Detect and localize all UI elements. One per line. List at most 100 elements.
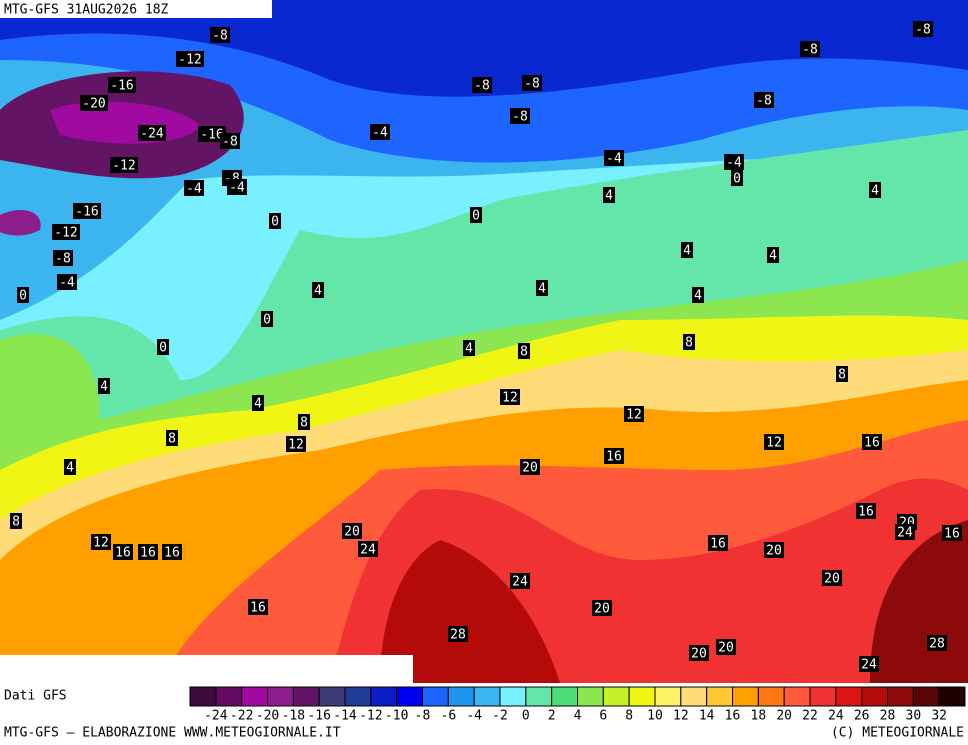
map-title: MTG-GFS 31AUG2026 18Z xyxy=(4,3,169,18)
colorbar-swatch xyxy=(370,686,398,707)
contour-label: 24 xyxy=(360,543,376,558)
contour-label-box xyxy=(500,389,520,405)
source: Dati GFS xyxy=(4,689,67,704)
contour-label: -20 xyxy=(82,97,105,112)
contour-label: 24 xyxy=(897,526,913,541)
contour-label-box xyxy=(220,133,240,149)
contour-label-box xyxy=(604,448,624,464)
colorbar-tick-label: 20 xyxy=(776,709,792,724)
contour-label: -16 xyxy=(200,128,223,143)
colorbar-swatch xyxy=(706,686,734,707)
colorbar-swatch xyxy=(473,686,501,707)
colorbar-tick-label: -2 xyxy=(492,709,508,724)
colorbar-tick-label: 32 xyxy=(931,709,947,724)
contour-label-box xyxy=(520,459,540,475)
colorbar-tick-label: -12 xyxy=(359,709,382,724)
colorbar-swatch xyxy=(680,686,708,707)
contour-label: -12 xyxy=(54,226,77,241)
contour-label-box xyxy=(510,108,530,124)
contour-label-box xyxy=(689,645,709,661)
field xyxy=(380,540,560,683)
contour-label-box xyxy=(624,406,644,422)
footer-left: MTG-GFS — ELABORAZIONE WWW.METEOGIORNALE… xyxy=(4,726,341,741)
contour-label-box xyxy=(800,41,820,57)
contour-label-box xyxy=(17,287,29,303)
contour-label: 12 xyxy=(766,436,782,451)
colorbar-tick-label: 4 xyxy=(574,709,582,724)
contour-label-box xyxy=(604,150,624,166)
contour-label: 4 xyxy=(465,342,473,357)
contour-label-box xyxy=(286,436,306,452)
contour-label-box xyxy=(162,544,182,560)
contour-label: 16 xyxy=(115,546,131,561)
contour-label-box xyxy=(64,459,76,475)
contour-label-box xyxy=(342,523,362,539)
colorbar-tick-label: 0 xyxy=(522,709,530,724)
contour-label-box xyxy=(166,430,178,446)
contour-label: -12 xyxy=(112,159,135,174)
contour-label: 16 xyxy=(944,527,960,542)
colorbar-tick-label: 30 xyxy=(906,709,922,724)
contour-label: -8 xyxy=(802,43,818,58)
contour-label: 4 xyxy=(538,282,546,297)
contour-label-box xyxy=(716,639,736,655)
contour-label-box xyxy=(91,534,111,550)
contour-label-box xyxy=(536,280,548,296)
colorbar-swatch xyxy=(318,686,346,707)
contour-label-box xyxy=(510,573,530,589)
colorbar-swatch xyxy=(292,686,320,707)
contour-label-box xyxy=(358,541,378,557)
contour-label-box xyxy=(856,503,876,519)
contour-label: -8 xyxy=(524,77,540,92)
contour-label-box xyxy=(927,635,947,651)
temperature-fields xyxy=(0,33,968,684)
contour-label: 16 xyxy=(858,505,874,520)
colorbar-swatch xyxy=(654,686,682,707)
contour-label: -24 xyxy=(140,127,164,142)
contour-label: 28 xyxy=(929,637,945,652)
colorbar-swatch xyxy=(912,686,940,707)
contour-label: -8 xyxy=(474,79,490,94)
contour-label: 8 xyxy=(300,416,308,431)
contour-label-box xyxy=(261,311,273,327)
contour-label-box xyxy=(592,600,612,616)
contour-label: 8 xyxy=(685,336,693,351)
contour-label-box xyxy=(603,187,615,203)
contour-label: 12 xyxy=(288,438,304,453)
colorbar-swatch xyxy=(732,686,759,707)
contour-label: 20 xyxy=(691,647,707,662)
colorbar-tick-label: 26 xyxy=(854,709,870,724)
contour-label: 20 xyxy=(824,572,840,587)
contour-label: 16 xyxy=(164,546,180,561)
contour-label: 0 xyxy=(472,209,480,224)
colorbar-tick-label: -4 xyxy=(466,709,482,724)
contour-label: 16 xyxy=(710,537,726,552)
contour-label-box xyxy=(52,224,80,240)
colorbar-swatch xyxy=(525,686,553,707)
contour-label-box xyxy=(138,125,166,141)
contour-label: -4 xyxy=(186,182,202,197)
contour-label-box xyxy=(764,434,784,450)
contour-label-box xyxy=(252,395,264,411)
colorbar-swatch xyxy=(344,686,372,707)
contour-label-box xyxy=(210,27,230,43)
colorbar-tick-label: 12 xyxy=(673,709,689,724)
contour-label: 4 xyxy=(694,289,702,304)
contour-label-box xyxy=(472,77,492,93)
contour-label-box xyxy=(522,75,542,91)
colorbar-tick-label: 18 xyxy=(751,709,767,724)
colorbar-tick-label: 24 xyxy=(828,709,844,724)
contour-label-box xyxy=(822,570,842,586)
colorbar-tick-label: 22 xyxy=(802,709,818,724)
colorbar-tick-label: -10 xyxy=(385,709,408,724)
contour-label: -12 xyxy=(178,53,201,68)
title-box xyxy=(0,0,272,18)
colorbar-swatch xyxy=(628,686,656,707)
contour-label: 20 xyxy=(522,461,538,476)
contour-label-box xyxy=(113,544,133,560)
colorbar-swatch xyxy=(422,686,449,707)
colorbar-swatch xyxy=(189,686,217,707)
contour-label: 28 xyxy=(450,628,466,643)
contour-label-box xyxy=(110,157,138,173)
